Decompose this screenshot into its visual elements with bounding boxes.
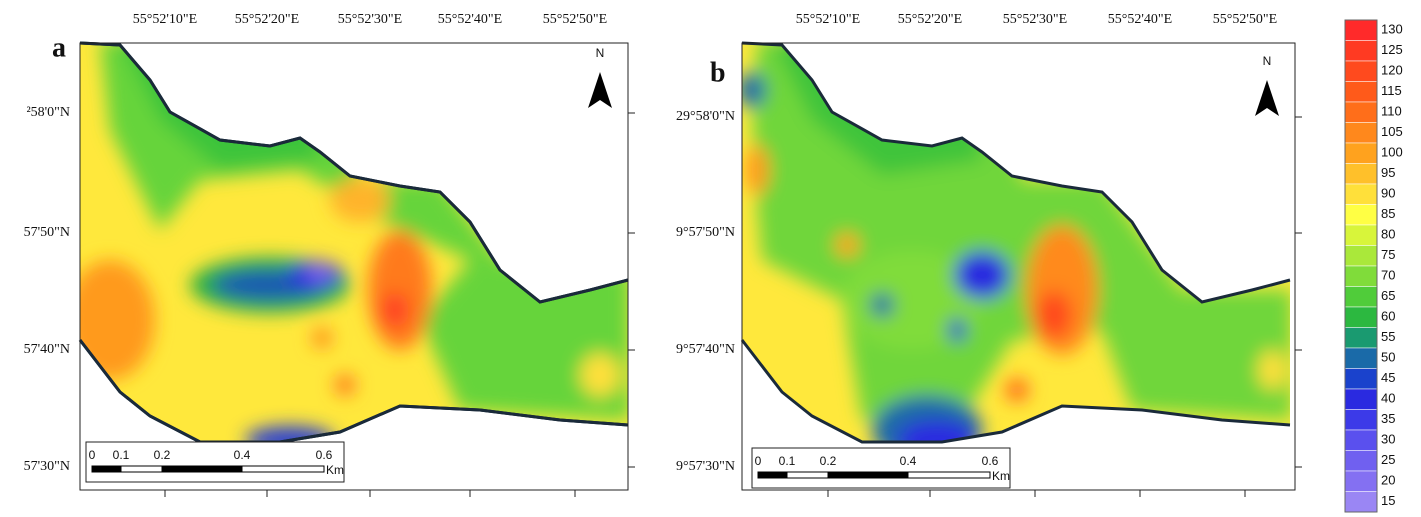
legend-label: 65: [1381, 288, 1395, 303]
latitude-label: 9°57'40"N: [676, 342, 735, 357]
scale-label: 0.2: [154, 448, 171, 462]
longitude-label: 55°52'30"E: [338, 12, 402, 27]
legend-label: 45: [1381, 370, 1395, 385]
legend-label: 75: [1381, 247, 1395, 262]
scale-label: 0: [755, 454, 762, 468]
legend-label: 100: [1381, 145, 1403, 160]
scale-label: 0: [89, 448, 96, 462]
legend-swatch: [1344, 450, 1378, 472]
scale-segment: [161, 465, 243, 473]
scale-segment: [91, 465, 122, 473]
map-b: [740, 41, 1296, 491]
longitude-label: 55°52'50"E: [1213, 12, 1277, 27]
legend-label: 125: [1381, 42, 1403, 57]
legend-label: 115: [1381, 83, 1402, 98]
scale-unit: Km: [992, 469, 1010, 483]
latitude-label: 9°57'50"N: [676, 225, 735, 240]
legend-label: 85: [1381, 206, 1395, 221]
scale-label: 0.2: [820, 454, 837, 468]
panel-label: b: [710, 57, 726, 88]
longitude-label: 55°52'20"E: [898, 12, 962, 27]
legend-swatch: [1344, 163, 1378, 185]
legend-swatch: [1344, 224, 1378, 246]
scale-segment: [907, 471, 991, 479]
legend-swatch: [1344, 142, 1378, 164]
scale-label: 0.1: [779, 454, 796, 468]
panel-label: a: [52, 32, 66, 63]
longitude-label: 55°52'10"E: [133, 12, 197, 27]
scale-label: 0.1: [113, 448, 130, 462]
legend-swatch: [1344, 183, 1378, 205]
scale-label: 0.4: [900, 454, 917, 468]
latitude-label: 9°57'30"N: [676, 459, 735, 474]
legend-label: 80: [1381, 227, 1395, 242]
longitude-label: 55°52'50"E: [543, 12, 607, 27]
scale-segment: [827, 471, 909, 479]
legend: 130 125 120 115 110 105 100 95 90 85 80 75 70 65 60 55 5…: [1344, 19, 1403, 513]
latitude-label: 57'30"N: [24, 459, 70, 474]
legend-swatch: [1344, 409, 1378, 431]
longitude-label: 55°52'20"E: [235, 12, 299, 27]
legend-swatch: [1344, 327, 1378, 349]
latitude-label: 29°58'0"N: [676, 109, 735, 124]
scale-unit: Km: [326, 463, 344, 477]
legend-swatch: [1344, 40, 1378, 62]
legend-label: 60: [1381, 309, 1395, 324]
legend-swatch: [1344, 19, 1378, 41]
legend-label: 90: [1381, 186, 1395, 201]
legend-label: 110: [1381, 104, 1402, 119]
legend-swatch: [1344, 347, 1378, 369]
legend-swatch: [1344, 60, 1378, 82]
legend-swatch: [1344, 204, 1378, 226]
scale-segment: [757, 471, 788, 479]
latitude-label: 57'40"N: [24, 342, 70, 357]
longitude-label: 55°52'40"E: [438, 12, 502, 27]
legend-label: 30: [1381, 432, 1395, 447]
legend-label: 20: [1381, 473, 1395, 488]
scale-segment: [241, 465, 325, 473]
longitude-label: 55°52'40"E: [1108, 12, 1172, 27]
map-a: [78, 41, 630, 491]
scale-label: 0.4: [234, 448, 251, 462]
scale-segment: [120, 465, 163, 473]
legend-swatch: [1344, 101, 1378, 123]
legend-swatch: [1344, 429, 1378, 451]
legend-label: 25: [1381, 452, 1395, 467]
latitude-label: 57'50"N: [24, 225, 70, 240]
legend-frame: [1344, 19, 1378, 513]
legend-swatch: [1344, 491, 1378, 513]
legend-swatch: [1344, 286, 1378, 308]
longitude-label: 55°52'10"E: [796, 12, 860, 27]
longitude-label: 55°52'30"E: [1003, 12, 1067, 27]
north-label: N: [596, 46, 605, 60]
legend-swatch: [1344, 470, 1378, 492]
legend-swatch: [1344, 388, 1378, 410]
legend-swatch: [1344, 122, 1378, 144]
legend-label: 50: [1381, 350, 1395, 365]
legend-label: 15: [1381, 493, 1395, 508]
legend-label: 40: [1381, 391, 1395, 406]
legend-label: 35: [1381, 411, 1395, 426]
legend-label: 95: [1381, 165, 1395, 180]
legend-swatch: [1344, 306, 1378, 328]
north-label: N: [1263, 54, 1272, 68]
legend-label: 120: [1381, 63, 1403, 78]
legend-swatch: [1344, 245, 1378, 267]
scale-label: 0.6: [982, 454, 999, 468]
scale-segment: [786, 471, 829, 479]
legend-label: 130: [1381, 22, 1403, 37]
legend-swatch: [1344, 265, 1378, 287]
legend-label: 105: [1381, 124, 1403, 139]
latitude-label: ²58'0"N: [26, 105, 70, 120]
scale-label: 0.6: [316, 448, 333, 462]
legend-label: 70: [1381, 268, 1395, 283]
legend-label: 55: [1381, 329, 1395, 344]
legend-swatch: [1344, 368, 1378, 390]
legend-swatch: [1344, 81, 1378, 103]
